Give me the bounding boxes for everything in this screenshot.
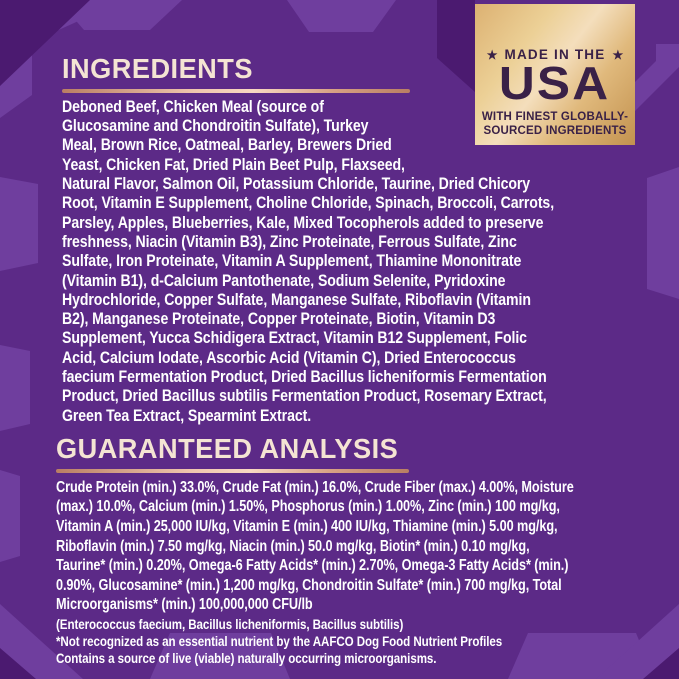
made-in-usa-badge: ★ MADE IN THE ★ USA WITH FINEST GLOBALLY… bbox=[475, 4, 635, 145]
badge-subline-1: WITH FINEST GLOBALLY- bbox=[481, 111, 629, 124]
star-icon: ★ bbox=[612, 47, 624, 62]
badge-top-line: ★ MADE IN THE ★ bbox=[487, 48, 623, 62]
ray-left-band-1 bbox=[0, 177, 38, 271]
guaranteed-analysis-footnotes: (Enterococcus faecium, Bacillus lichenif… bbox=[56, 617, 503, 667]
ingredients-list-text: Deboned Beef, Chicken Meal (source of Gl… bbox=[62, 97, 555, 425]
dark-notch-bottom-right bbox=[643, 648, 679, 679]
dark-wedge-top-left bbox=[0, 0, 90, 86]
ray-right-band bbox=[647, 167, 679, 299]
ingredients-heading-rule bbox=[62, 89, 410, 93]
dark-notch-bottom-left bbox=[0, 648, 36, 679]
ingredients-section: INGREDIENTS Deboned Beef, Chicken Meal (… bbox=[62, 54, 679, 426]
ray-left-band-3 bbox=[0, 470, 20, 562]
ray-left-band-2 bbox=[0, 345, 30, 431]
ray-top-1 bbox=[58, 0, 182, 30]
star-icon: ★ bbox=[486, 47, 498, 62]
ray-bottom-1 bbox=[150, 633, 290, 679]
badge-usa-text: USA bbox=[499, 56, 611, 109]
ingredients-heading: INGREDIENTS bbox=[62, 53, 253, 84]
ray-bottom-right-arrow bbox=[596, 604, 679, 679]
badge-made-in-the-text: MADE IN THE bbox=[504, 47, 606, 62]
ray-bottom-left-arrow bbox=[0, 604, 83, 679]
guaranteed-analysis-heading: GUARANTEED ANALYSIS bbox=[56, 433, 399, 464]
guaranteed-analysis-values-text: Crude Protein (min.) 33.0%, Crude Fat (m… bbox=[56, 478, 574, 614]
ray-top-2 bbox=[287, 0, 396, 32]
guaranteed-analysis-heading-rule bbox=[56, 469, 409, 473]
badge-subline-2: SOURCED INGREDIENTS bbox=[483, 124, 627, 137]
guaranteed-analysis-section: GUARANTEED ANALYSIS Crude Protein (min.)… bbox=[56, 434, 679, 667]
dark-wedge-badge-left bbox=[437, 0, 475, 92]
